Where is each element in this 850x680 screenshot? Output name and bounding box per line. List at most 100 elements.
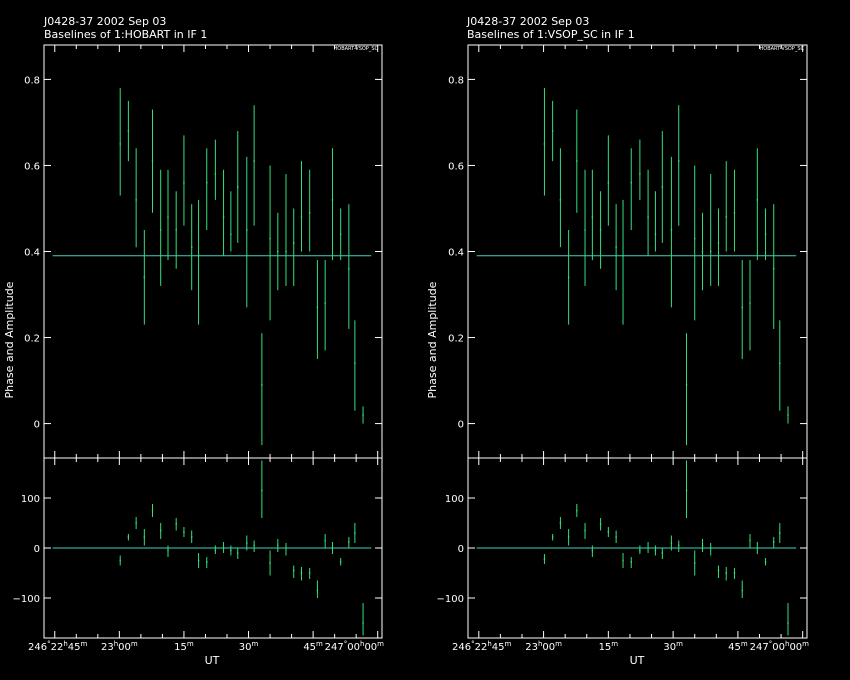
panel-2-xtick-label: 23h00m [525, 640, 562, 653]
panel-1-xlabel: UT [205, 654, 220, 667]
panel-1-amp-ytick-label: 0.4 [24, 248, 40, 259]
panel-1-phase-point [190, 536, 193, 538]
panel-2-phase-point [773, 541, 775, 543]
panel-2-phase-ytick-label: 0 [458, 544, 464, 555]
panel-1-amp-ytick-label: 0 [34, 420, 40, 431]
panel-1-phase-point [127, 536, 130, 538]
panel-2-amp-ytick-label: 0.6 [448, 161, 464, 172]
panel-1-amplitude-point [183, 181, 185, 184]
panel-1-ylabel: Phase and Amplitude [3, 281, 16, 398]
panel-2-subtitle: Baselines of 1:VSOP_SC in IF 1 [467, 28, 635, 41]
panel-1-phase-point [293, 569, 295, 572]
panel-2-amplitude-point [559, 199, 562, 201]
panel-1-xtick-label: 247°00h00m [325, 640, 385, 653]
panel-2-phase-point [615, 536, 617, 538]
panel-1-amp-ytick-label: 0.6 [24, 161, 40, 172]
panel-2-phase-point [599, 523, 602, 525]
panel-2-xlabel: UT [630, 654, 645, 667]
panel-1-amplitude-point [135, 199, 137, 201]
panel-1-phase-point [362, 622, 364, 624]
panel-2-amplitude-point [591, 216, 594, 218]
panel-2-amplitude-point [567, 276, 570, 279]
panel-2-phase-point [607, 531, 610, 533]
panel-2-phase-point [576, 509, 578, 512]
panel-1-xtick-label: 30m [239, 640, 259, 653]
panel-1-amplitude-point [222, 216, 225, 218]
panel-2-amplitude-point [685, 384, 688, 386]
panel-1-xtick-label: 246°22h45m [28, 640, 88, 653]
panel-1-amplitude-point [253, 160, 255, 162]
panel-2-amplitude-point [576, 160, 578, 162]
panel-1-phase-point [183, 531, 185, 533]
panel-2-phase-point [779, 532, 781, 534]
panel-1-xtick-label: 15m [174, 640, 194, 653]
panel-1-amplitude-point [339, 233, 342, 235]
panel-1-phase-point [237, 552, 239, 554]
panel-2-phase-point [584, 529, 586, 532]
panel-1-phase-point [175, 523, 177, 525]
panel-2-amplitude-point [647, 216, 649, 218]
panel-2-phase-point [764, 561, 767, 563]
panel-1-amplitude-point [362, 414, 364, 416]
panel-1-phase-point [339, 561, 342, 563]
panel-2-amplitude-point [733, 212, 736, 214]
panel-2-amplitude-point [615, 246, 617, 248]
panel-1-subtitle: Baselines of 1:HOBART in IF 1 [44, 28, 207, 41]
panel-1-phase-point [253, 544, 255, 547]
panel-1-amplitude-point [159, 229, 162, 231]
panel-2-xtick-label: 30m [663, 640, 683, 653]
panel-1-phase-ytick-label: 0 [34, 544, 40, 555]
panel-2-amplitude-point [749, 302, 751, 304]
panel-1-phase-point [159, 529, 162, 532]
panel-2-amplitude-point [654, 233, 657, 235]
panel-2-amplitude-point [701, 250, 704, 253]
panel-2-phase-point [670, 542, 673, 544]
panel-2-amplitude-point [543, 143, 546, 145]
panel-1-phase-point [316, 589, 319, 592]
panel-1-amplitude-point [143, 276, 146, 279]
panel-2-phase-ytick-label: 100 [445, 494, 464, 505]
panel-2-phase-point [630, 561, 632, 563]
panel-1-plot-area: 0 0.2 0.4 0.6 0.8 −100 0 100 246°22h45m 23h00m 15m… [13, 44, 385, 653]
panel-1-phase-point [230, 549, 232, 552]
panel-2-amplitude-point [694, 237, 696, 240]
panel-1-phase-point [277, 544, 279, 547]
panel-1-phase-point [143, 536, 146, 538]
panel-2-amplitude-point [678, 160, 680, 162]
panel-2-amplitude-point [630, 181, 632, 184]
panel-2-amplitude-point [717, 242, 720, 244]
panel-2-phase-point [749, 539, 751, 542]
panel-2-phase-point [639, 549, 641, 552]
panel-1-phase-point [308, 572, 311, 574]
panel-2-phase-point [685, 489, 688, 492]
panel-1-amplitude-point [316, 306, 319, 309]
panel-1-phase-point [261, 489, 263, 492]
panel-2-phase-point [567, 536, 570, 538]
panel-2-phase-point [678, 544, 680, 547]
panel-1-phase-point [348, 541, 350, 543]
panel-1-amplitude-point [190, 246, 193, 248]
panel-1-amplitude-point [167, 216, 169, 218]
panel-2-phase-point [733, 572, 736, 574]
panel-2-phase-point [559, 522, 562, 524]
panel-2-amp-ytick-label: 0.8 [448, 75, 464, 86]
panel-1-amplitude-point [308, 212, 311, 214]
panel-2-amplitude-point [725, 216, 727, 218]
panel-1-amplitude-point [331, 199, 334, 201]
panel-2-amplitude-point [661, 186, 664, 188]
panel-1-amplitude-point [206, 181, 208, 184]
panel-1-amplitude-point [197, 255, 200, 257]
panel-1-phase-point [135, 522, 137, 524]
panel-2-amplitude-point [551, 130, 554, 132]
panel-2-phase-ytick-label: −100 [437, 594, 464, 605]
panel-1-amplitude-point [246, 229, 248, 231]
panel-2-phase-point [551, 536, 554, 538]
panel-1-amplitude-point [277, 250, 279, 253]
panel-2-amplitude-point [639, 173, 641, 175]
panel-2-amplitude-point [622, 255, 624, 257]
panel-2-phase-point [756, 547, 759, 549]
panel-2-phase-point [694, 562, 696, 564]
panel-2-amplitude-point [756, 199, 759, 201]
